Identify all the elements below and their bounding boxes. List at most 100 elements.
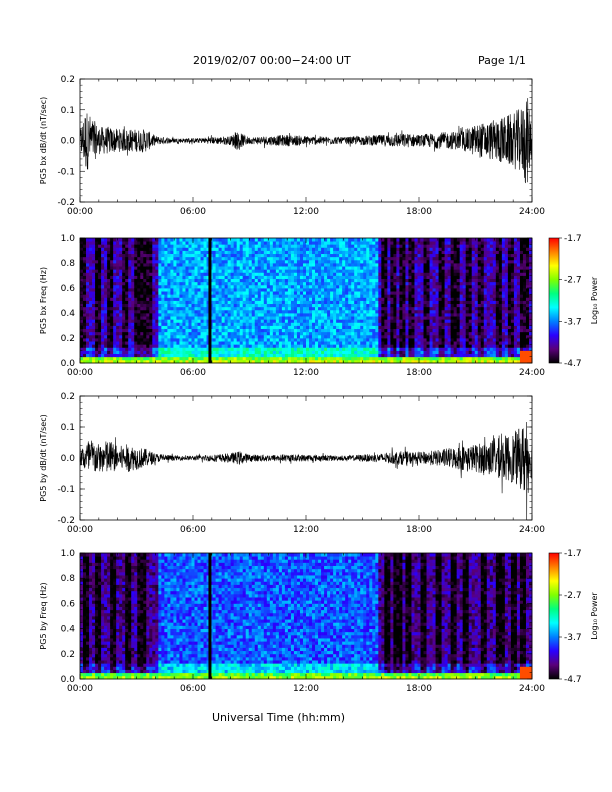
spectrogram-cell [104, 250, 108, 255]
spectrogram-cell [167, 309, 171, 314]
spectrogram-cell [185, 291, 189, 295]
spectrogram-cell [420, 250, 424, 255]
spectrogram-cell [318, 313, 322, 317]
spectrogram-cell [354, 288, 358, 292]
spectrogram-cell [369, 291, 373, 295]
spectrogram-cell [336, 284, 340, 289]
spectrogram-cell [269, 297, 274, 301]
spectrogram-cell [131, 244, 135, 248]
spectrogram-cell [372, 353, 376, 358]
spectrogram-cell [122, 284, 126, 289]
spectrogram-cell [245, 284, 250, 289]
spectrogram-cell [224, 281, 229, 286]
spectrogram-cell [125, 269, 129, 273]
spectrogram-cell [281, 284, 286, 289]
spectrogram-cell [260, 263, 265, 267]
spectrogram-cell [309, 322, 313, 326]
spectrogram-cell [269, 300, 274, 305]
spectrogram-cell [278, 353, 283, 358]
spectrogram-cell [236, 300, 241, 305]
spectrogram-cell [417, 300, 421, 305]
spectrogram-cell [357, 300, 361, 305]
spectrogram-cell [80, 319, 84, 323]
spectrogram-cell [399, 316, 403, 320]
spectrogram-cell [260, 344, 265, 348]
spectrogram-cell [414, 306, 418, 311]
spectrogram-cell [215, 250, 220, 255]
spectrogram-cell [98, 238, 102, 242]
spectrogram-cell [179, 334, 183, 339]
spectrogram-cell [321, 247, 325, 251]
spectrogram-cell [378, 272, 382, 276]
spectrogram-cell [312, 284, 316, 289]
spectrogram-cell [423, 263, 427, 267]
spectrogram-cell [324, 313, 328, 317]
spectrogram-cell [119, 275, 123, 280]
spectrogram-cell [143, 350, 147, 355]
spectrogram-cell [170, 253, 174, 258]
spectrogram-cell [137, 288, 141, 292]
spectrogram-cell [182, 278, 186, 283]
spectrogram-cell [221, 338, 226, 342]
spectrogram-cell [218, 316, 223, 320]
spectrogram-cell [363, 250, 367, 255]
spectrogram-cell [423, 238, 427, 242]
spectrogram-cell [161, 322, 165, 326]
spectrogram-cell [260, 269, 265, 273]
spectrogram-cell [384, 288, 388, 292]
spectrogram-cell [119, 325, 123, 330]
spectrogram-cells [80, 238, 533, 364]
spectrogram-cell [408, 263, 412, 267]
spectrogram-cell [80, 347, 84, 351]
spectrogram-cell [230, 347, 235, 351]
spectrogram-cell [110, 263, 114, 267]
spectrogram-cell [239, 266, 244, 270]
spectrogram-cell [357, 281, 361, 286]
spectrogram-cell [95, 319, 99, 323]
spectrogram-cell [306, 356, 310, 361]
spectrogram-cell [348, 350, 352, 355]
spectrogram-cell [89, 281, 93, 286]
spectrogram-cell [140, 322, 144, 326]
spectrogram-cell [299, 356, 304, 361]
spectrogram-cell [290, 325, 295, 330]
spectrogram-cell [146, 322, 150, 326]
spectrogram-cell [254, 263, 259, 267]
spectrogram-cell [378, 322, 382, 326]
spectrogram-cell [417, 303, 421, 308]
spectrogram-cell [92, 272, 96, 276]
spectrogram-cell [363, 344, 367, 348]
spectrogram-cell [134, 297, 138, 301]
spectrogram-cell [375, 266, 379, 270]
spectrogram-cell [381, 278, 385, 283]
spectrogram-cell [158, 322, 162, 326]
spectrogram-cell [125, 322, 129, 326]
spectrogram-cell [387, 334, 391, 339]
spectrogram-cell [251, 294, 256, 298]
spectrogram-cell [257, 319, 262, 323]
spectrogram-cell [122, 263, 126, 267]
spectrogram-cell [164, 241, 168, 245]
spectrogram-cell [363, 278, 367, 283]
spectrogram-cell [185, 350, 189, 355]
spectrogram-cell [287, 253, 292, 258]
spectrogram-cell [321, 291, 325, 295]
spectrogram-cell [224, 288, 229, 292]
spectrogram-cell [245, 344, 250, 348]
spectrogram-cell [426, 359, 430, 364]
spectrogram-cell [408, 331, 412, 336]
spectrogram-cell [176, 291, 180, 295]
spectrogram-cell [110, 344, 114, 348]
spectrogram-cell [107, 356, 111, 361]
spectrogram-cell [357, 331, 361, 336]
spectrogram-cell [248, 278, 253, 283]
spectrogram-cell [98, 297, 102, 301]
spectrogram-cell [215, 319, 220, 323]
spectrogram-cell [272, 241, 277, 245]
spectrogram-cell [230, 288, 235, 292]
spectrogram-cell [137, 353, 141, 358]
spectrogram-cell [287, 322, 292, 326]
spectrogram-cell [263, 284, 268, 289]
spectrogram-cell [417, 247, 421, 251]
spectrogram-cell [306, 278, 310, 283]
